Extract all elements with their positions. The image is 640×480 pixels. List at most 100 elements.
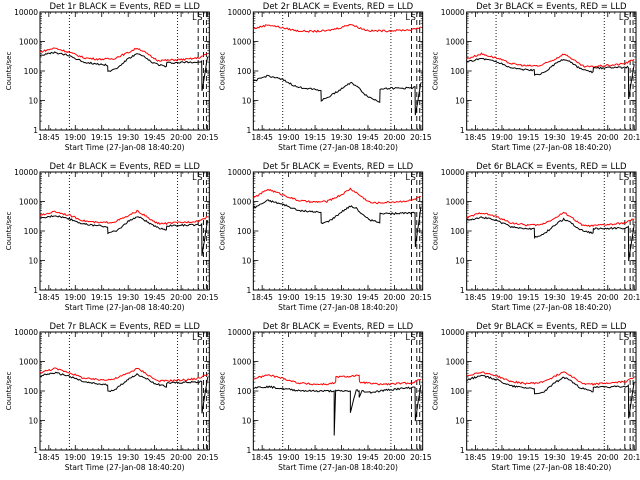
x-tick-label: 20:15 — [410, 133, 432, 142]
y-tick-label: 10000 — [441, 328, 465, 337]
x-tick-label: 19:00 — [491, 133, 513, 142]
y-tick-label: 1000 — [19, 198, 38, 207]
x-tick-label: 19:15 — [91, 453, 113, 462]
x-tick-label: 19:15 — [518, 453, 540, 462]
lld-rate-line — [466, 371, 635, 386]
events-rate-line — [39, 51, 209, 91]
y-tick-label: 10000 — [441, 8, 465, 17]
detector-panel-2: Det 2r BLACK = Events, RED = LLD 1 10 100 10… — [218, 2, 432, 152]
y-tick-label: 10 — [28, 97, 38, 106]
y-tick-label: 100 — [237, 227, 252, 236]
y-tick-label: 100 — [450, 67, 465, 76]
x-axis-label: Start Time (27-Jan-08 18:40:20) — [65, 143, 185, 152]
x-tick-label: 19:45 — [144, 133, 166, 142]
x-tick-label: 18:45 — [251, 133, 273, 142]
y-axis-label: Counts/sec — [432, 212, 440, 251]
time-marker-label: S — [197, 173, 202, 182]
time-marker-label: S — [411, 13, 416, 22]
panel-title: Det 5r BLACK = Events, RED = LLD — [263, 162, 414, 172]
y-tick-label: 10000 — [441, 168, 465, 177]
plot-frame — [39, 331, 210, 451]
y-axis-label: Counts/sec — [5, 52, 13, 91]
x-tick-label: 20:15 — [197, 293, 219, 302]
time-marker-label: L — [619, 333, 624, 342]
y-tick-label: 1000 — [19, 38, 38, 47]
lld-rate-line — [39, 209, 208, 226]
x-tick-label: 19:30 — [331, 133, 353, 142]
panel-title: Det 3r BLACK = Events, RED = LLD — [476, 2, 627, 12]
x-tick-label: 19:30 — [544, 293, 566, 302]
x-tick-label: 19:15 — [518, 133, 540, 142]
x-tick-label: 19:45 — [571, 293, 593, 302]
x-tick-label: 20:00 — [170, 453, 192, 462]
x-tick-label: 18:45 — [465, 133, 487, 142]
time-marker-label: S — [624, 173, 629, 182]
x-tick-label: 20:00 — [170, 293, 192, 302]
lld-rate-line — [253, 23, 422, 33]
y-tick-label: 1 — [247, 126, 252, 135]
panel-title: Det 1r BLACK = Events, RED = LLD — [49, 2, 200, 12]
plot-frame — [466, 171, 637, 291]
x-tick-label: 20:00 — [597, 133, 619, 142]
x-tick-label: 18:45 — [38, 133, 60, 142]
time-marker-label: S — [411, 173, 416, 182]
x-tick-label: 19:15 — [518, 293, 540, 302]
y-tick-label: 100 — [450, 227, 465, 236]
x-tick-label: 19:45 — [357, 133, 379, 142]
x-tick-label: 19:30 — [117, 133, 139, 142]
x-tick-label: 20:00 — [170, 133, 192, 142]
y-tick-label: 10 — [455, 417, 465, 426]
y-tick-label: 10000 — [14, 168, 38, 177]
y-tick-label: 1 — [33, 286, 38, 295]
y-tick-label: 10 — [242, 257, 252, 266]
y-tick-label: 10000 — [227, 8, 251, 17]
x-tick-label: 19:15 — [304, 453, 326, 462]
time-marker-label: L — [192, 333, 197, 342]
events-rate-line — [466, 57, 635, 100]
y-tick-label: 100 — [450, 387, 465, 396]
x-tick-label: 20:15 — [197, 133, 219, 142]
y-tick-label: 100 — [24, 67, 39, 76]
y-tick-label: 10000 — [14, 328, 38, 337]
detector-panel-7: Det 7r BLACK = Events, RED = LLD 1 10 100 10… — [5, 322, 219, 472]
lld-rate-line — [466, 52, 635, 68]
x-tick-label: 18:45 — [465, 453, 487, 462]
x-tick-label: 19:30 — [117, 293, 139, 302]
x-tick-label: 18:45 — [465, 293, 487, 302]
y-tick-label: 10 — [28, 257, 38, 266]
x-tick-label: 19:15 — [304, 133, 326, 142]
events-rate-line — [253, 384, 422, 436]
x-axis-label: Start Time (27-Jan-08 18:40:20) — [491, 143, 611, 152]
y-tick-label: 100 — [24, 387, 39, 396]
y-tick-label: 10 — [242, 417, 252, 426]
events-rate-line — [252, 199, 422, 248]
x-tick-label: 19:45 — [144, 293, 166, 302]
y-tick-label: 10 — [242, 97, 252, 106]
x-tick-label: 19:30 — [544, 453, 566, 462]
x-axis-label: Start Time (27-Jan-08 18:40:20) — [65, 303, 185, 312]
y-tick-label: 1000 — [232, 38, 251, 47]
y-tick-label: 10 — [455, 257, 465, 266]
detector-panel-9: Det 9r BLACK = Events, RED = LLD 1 10 100 10… — [432, 322, 640, 472]
events-rate-line — [466, 216, 635, 262]
y-tick-label: 1000 — [446, 358, 465, 367]
detector-panel-6: Det 6r BLACK = Events, RED = LLD 1 10 100 10… — [432, 162, 640, 312]
x-tick-label: 18:45 — [251, 293, 273, 302]
y-tick-label: 1 — [460, 446, 465, 455]
y-axis-label: Counts/sec — [432, 52, 440, 91]
time-marker-label: S — [411, 333, 416, 342]
y-tick-label: 10000 — [227, 328, 251, 337]
x-axis-label: Start Time (27-Jan-08 18:40:20) — [278, 463, 398, 472]
lld-rate-line — [253, 374, 422, 386]
plot-frame — [39, 11, 210, 131]
y-tick-label: 1 — [33, 126, 38, 135]
x-axis-label: Start Time (27-Jan-08 18:40:20) — [278, 143, 398, 152]
time-marker-label: S — [197, 13, 202, 22]
x-tick-label: 20:00 — [384, 453, 406, 462]
y-tick-label: 1000 — [232, 198, 251, 207]
y-axis-label: Counts/sec — [218, 212, 226, 251]
panel-title: Det 7r BLACK = Events, RED = LLD — [49, 322, 200, 332]
x-axis-label: Start Time (27-Jan-08 18:40:20) — [278, 303, 398, 312]
panel-title: Det 2r BLACK = Events, RED = LLD — [263, 2, 414, 12]
